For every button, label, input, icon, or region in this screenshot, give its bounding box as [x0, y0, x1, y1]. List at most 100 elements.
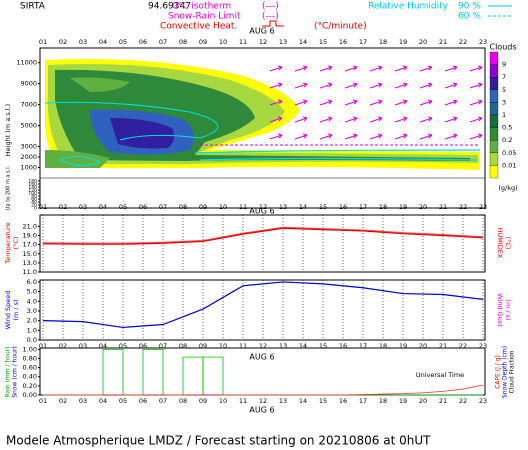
conv-key [262, 20, 284, 27]
x-tick-label: 01 [39, 38, 47, 46]
x-tick-label: 14 [299, 342, 307, 350]
x-tick-label: 13 [279, 342, 287, 350]
wind-arrow [319, 133, 333, 140]
rh-high: 90 % [458, 2, 481, 12]
x-tick-label: 01 [39, 203, 47, 211]
y2-axis-label: Cloud Fraction [509, 350, 516, 393]
wind-arrow [344, 65, 358, 72]
footer: Modele Atmospherique LMDZ / Forecast sta… [6, 434, 431, 448]
colorbar-swatch [489, 51, 499, 65]
colorbar-label: 0.5 [502, 124, 512, 132]
wind-arrow [344, 82, 358, 89]
x-tick-label: 01 [39, 397, 47, 405]
wind-arrow [444, 133, 458, 140]
y-tick-label: 180 [28, 179, 37, 185]
y2-axis-label: Snow Depth (cm) [502, 346, 509, 398]
series-line [42, 281, 484, 329]
x-tick-label: 02 [59, 342, 67, 350]
wind-arrow [369, 65, 383, 72]
y2-axis-unit: (m / s) [504, 299, 512, 320]
x-tick-label: 20 [419, 38, 427, 46]
x-tick-label: 17 [359, 38, 367, 46]
x-tick-label: 21 [439, 397, 447, 405]
x-tick-label: 03 [79, 342, 87, 350]
date-label: AUG 6 [249, 207, 274, 216]
y-tick-label: 60 [31, 197, 37, 203]
y2-axis-label: CAPE (J / g) [495, 355, 502, 389]
wind-arrow [344, 99, 358, 106]
x-tick-label: 17 [359, 397, 367, 405]
x-tick-label: 10 [219, 397, 227, 405]
x-tick-label: 15 [319, 203, 327, 211]
x-tick-label: 09 [199, 397, 207, 405]
panel-frame [39, 47, 486, 209]
wind-arrow [469, 116, 483, 123]
wind-arrow [344, 116, 358, 123]
x-tick-label: 22 [459, 203, 467, 211]
wind-arrow [469, 82, 483, 89]
x-tick-label: 08 [179, 203, 187, 211]
y-tick-label: 3.0 [27, 307, 37, 315]
y-tick-label: 11.0 [23, 268, 37, 276]
x-tick-label: 08 [179, 38, 187, 46]
x-tick-label: 22 [459, 38, 467, 46]
colorbar-swatch [489, 89, 499, 103]
wind-arrow [469, 99, 483, 106]
wind-arrow [269, 82, 283, 89]
x-tick-label: 23 [479, 397, 487, 405]
x-tick-label: 04 [99, 397, 107, 405]
x-tick-label: 03 [79, 203, 87, 211]
wind-arrow [469, 65, 483, 72]
wind-arrow [444, 99, 458, 106]
wind-arrow [269, 65, 283, 72]
y-tick-label: 21.0 [23, 222, 37, 230]
x-tick-label: 10 [219, 342, 227, 350]
y-tick-label: 5.0 [27, 288, 37, 296]
x-tick-label: 02 [59, 203, 67, 211]
x-tick-label: 14 [299, 203, 307, 211]
y-tick-label: 17.0 [23, 241, 37, 249]
y-tick-label: 100 [28, 191, 37, 197]
wind-arrow [319, 99, 333, 106]
series-line [42, 226, 484, 244]
x-tick-label: 16 [339, 38, 347, 46]
x-tick-label: 16 [339, 397, 347, 405]
y-tick-label: 6.0 [27, 278, 37, 286]
y-axis-label: Height (m a.s.l.) [4, 104, 12, 156]
x-tick-label: 06 [139, 38, 147, 46]
colorbar-label: 1 [502, 111, 506, 119]
x-tick-label: 21 [439, 203, 447, 211]
wind-arrow [394, 99, 408, 106]
x-tick-label: 12 [259, 203, 267, 211]
conv-label: Convective Heat. [160, 22, 237, 32]
x-tick-label: 13 [279, 38, 287, 46]
x-tick-label: 21 [439, 342, 447, 350]
x-tick-label: 19 [399, 203, 407, 211]
y-tick-label: 0 [34, 206, 37, 212]
x-tick-label: 04 [99, 203, 107, 211]
x-tick-label: 05 [119, 38, 127, 46]
x-tick-label: 16 [339, 342, 347, 350]
conv-unit: (°C/minute) [314, 22, 367, 32]
x-tick-label: 07 [159, 203, 167, 211]
cape-line [43, 384, 484, 396]
colorbar-label: 3 [502, 98, 506, 106]
wind-arrow [419, 133, 433, 140]
colorbar-label: 9 [502, 61, 506, 69]
y-tick-label: 15.0 [23, 250, 37, 258]
colorbar-swatch [489, 102, 499, 116]
colorbar-title: Clouds [489, 43, 516, 52]
colorbar-swatch [489, 140, 499, 153]
y-tick-label: 0.60 [23, 364, 37, 372]
rain-bar [142, 348, 164, 395]
x-tick-label: 02 [59, 397, 67, 405]
date-label: AUG 6 [249, 406, 274, 415]
y2-axis-label: Wind Gust [496, 293, 504, 327]
x-tick-label: 19 [399, 342, 407, 350]
x-tick-label: 22 [459, 342, 467, 350]
y-tick-label: 1000 [20, 164, 37, 172]
x-tick-label: 07 [159, 397, 167, 405]
x-tick-label: 04 [99, 38, 107, 46]
wind-arrow [394, 133, 408, 140]
iso-label: 0°C isotherm [172, 2, 231, 12]
